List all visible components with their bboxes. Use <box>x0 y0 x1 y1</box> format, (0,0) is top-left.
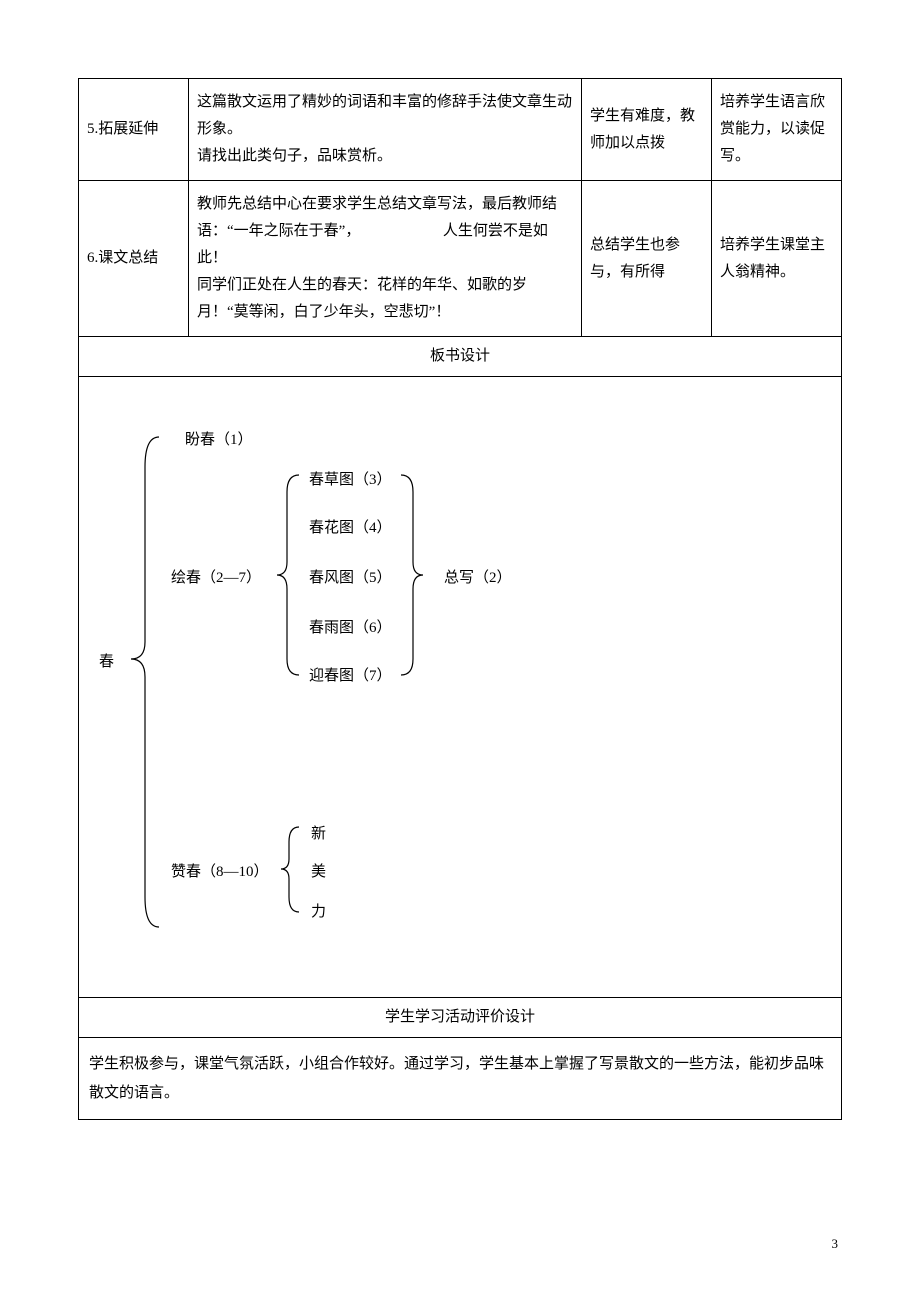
step-label: 6.课文总结 <box>79 181 189 337</box>
zan-node: 赞春（8—10） <box>171 859 269 886</box>
student-activity: 学生有难度，教师加以点拨 <box>582 79 712 181</box>
content-line: 请找出此类句子，品味赏析。 <box>197 143 573 170</box>
step-content: 这篇散文运用了精妙的词语和丰富的修辞手法使文章生动形象。 请找出此类句子，品味赏… <box>189 79 582 181</box>
pan-node: 盼春（1） <box>185 427 253 454</box>
table-row: 6.课文总结 教师先总结中心在要求学生总结文章写法，最后教师结语：“一年之际在于… <box>79 181 842 337</box>
eval-content: 学生积极参与，课堂气氛活跃，小组合作较好。通过学习，学生基本上掌握了写景散文的一… <box>79 1038 842 1120</box>
zan-sub-node: 美 <box>311 859 326 886</box>
content-line: 同学们正处在人生的春天：花样的年华、如歌的岁月！“莫等闲，白了少年头，空悲切”！ <box>197 272 573 326</box>
eval-header: 学生学习活动评价设计 <box>79 998 842 1038</box>
board-row: 春 盼春（1） 绘春（2—7） 赞春（8—10） 春草图（3） 春花图（4） 春… <box>79 377 842 998</box>
lesson-plan-table: 5.拓展延伸 这篇散文运用了精妙的词语和丰富的修辞手法使文章生动形象。 请找出此… <box>78 78 842 1120</box>
sub-node: 春花图（4） <box>309 515 392 542</box>
student-activity: 总结学生也参与，有所得 <box>582 181 712 337</box>
eval-row: 学生积极参与，课堂气氛活跃，小组合作较好。通过学习，学生基本上掌握了写景散文的一… <box>79 1038 842 1120</box>
step-label: 5.拓展延伸 <box>79 79 189 181</box>
board-design-cell: 春 盼春（1） 绘春（2—7） 赞春（8—10） 春草图（3） 春花图（4） 春… <box>79 377 842 998</box>
sub-node: 迎春图（7） <box>309 663 392 690</box>
hui-node: 绘春（2—7） <box>171 565 261 592</box>
sub-node: 春雨图（6） <box>309 615 392 642</box>
content-line: 这篇散文运用了精妙的词语和丰富的修辞手法使文章生动形象。 <box>197 89 573 143</box>
page-number: 3 <box>832 1236 839 1252</box>
eval-header-row: 学生学习活动评价设计 <box>79 998 842 1038</box>
step-content: 教师先总结中心在要求学生总结文章写法，最后教师结语：“一年之际在于春”， 人生何… <box>189 181 582 337</box>
board-header: 板书设计 <box>79 337 842 377</box>
content-line: 教师先总结中心在要求学生总结文章写法，最后教师结语：“一年之际在于春”， 人生何… <box>197 191 573 272</box>
sub-node: 春草图（3） <box>309 467 392 494</box>
table-row: 5.拓展延伸 这篇散文运用了精妙的词语和丰富的修辞手法使文章生动形象。 请找出此… <box>79 79 842 181</box>
root-node: 春 <box>99 649 114 676</box>
sub-node: 春风图（5） <box>309 565 392 592</box>
zan-sub-node: 力 <box>311 899 326 926</box>
board-header-row: 板书设计 <box>79 337 842 377</box>
zong-node: 总写（2） <box>444 565 512 592</box>
zan-sub-node: 新 <box>311 821 326 848</box>
board-diagram: 春 盼春（1） 绘春（2—7） 赞春（8—10） 春草图（3） 春花图（4） 春… <box>99 407 821 967</box>
design-intent: 培养学生语言欣赏能力，以读促写。 <box>712 79 842 181</box>
design-intent: 培养学生课堂主人翁精神。 <box>712 181 842 337</box>
